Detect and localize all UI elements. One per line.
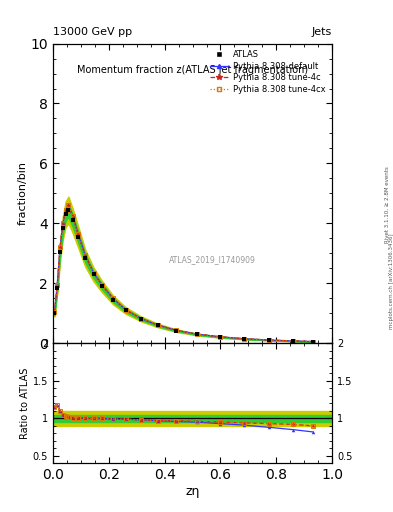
Y-axis label: fraction/bin: fraction/bin: [18, 161, 28, 225]
Text: Jets: Jets: [312, 27, 332, 37]
Legend: ATLAS, Pythia 8.308 default, Pythia 8.308 tune-4c, Pythia 8.308 tune-4cx: ATLAS, Pythia 8.308 default, Pythia 8.30…: [208, 48, 328, 96]
X-axis label: zη: zη: [185, 485, 200, 498]
Text: ATLAS_2019_I1740909: ATLAS_2019_I1740909: [169, 255, 255, 264]
Text: mcplots.cern.ch [arXiv:1306.3436]: mcplots.cern.ch [arXiv:1306.3436]: [389, 234, 393, 329]
Text: 13000 GeV pp: 13000 GeV pp: [53, 27, 132, 37]
Y-axis label: Ratio to ATLAS: Ratio to ATLAS: [20, 368, 30, 439]
Text: Rivet 3.1.10, ≥ 2.8M events: Rivet 3.1.10, ≥ 2.8M events: [385, 166, 389, 243]
Text: Momentum fraction z(ATLAS jet fragmentation): Momentum fraction z(ATLAS jet fragmentat…: [77, 65, 308, 75]
